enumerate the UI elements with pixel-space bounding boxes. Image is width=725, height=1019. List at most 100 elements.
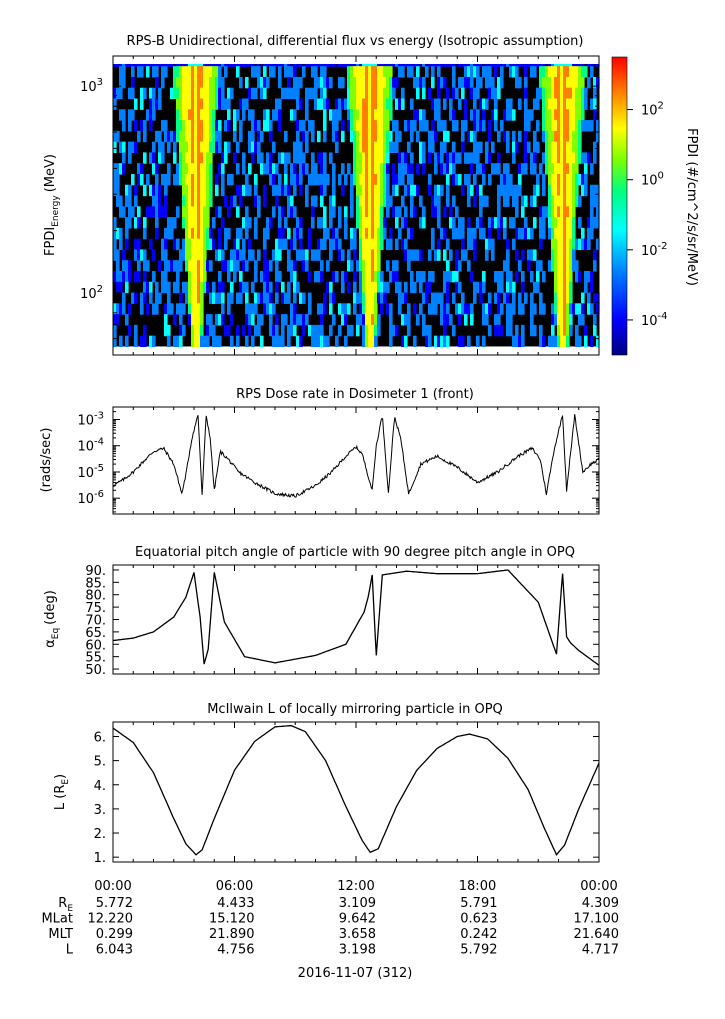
heatmap-cell <box>272 66 276 78</box>
heatmap-cell <box>338 238 342 251</box>
heatmap-cell <box>488 292 492 304</box>
heatmap-cell <box>362 173 366 186</box>
heatmap-cell <box>476 87 480 100</box>
heatmap-cell <box>515 64 519 67</box>
heatmap-cell <box>350 64 354 67</box>
heatmap-cell <box>257 195 261 207</box>
heatmap-cell <box>398 281 402 294</box>
heatmap-cell <box>221 249 225 261</box>
heatmap-cell <box>182 141 186 154</box>
heatmap-cell <box>197 120 201 132</box>
heatmap-cell <box>572 66 576 78</box>
mcilwain-l-y-label: L (RE) <box>53 774 71 810</box>
heatmap-cell <box>464 66 468 78</box>
heatmap-cell <box>218 163 222 175</box>
heatmap-cell <box>134 292 138 304</box>
heatmap-cell <box>566 227 570 240</box>
time-tick-label: 18:00 <box>459 879 496 894</box>
heatmap-cell <box>341 303 345 315</box>
heatmap-cell <box>296 120 300 132</box>
heatmap-cell <box>434 163 438 175</box>
heatmap-cell <box>143 324 147 337</box>
heatmap-cell <box>422 120 426 132</box>
heatmap-cell <box>470 184 474 197</box>
heatmap-cell <box>296 141 300 154</box>
heatmap-cell <box>125 270 129 283</box>
heatmap-cell <box>500 76 504 89</box>
heatmap-cell <box>365 206 369 218</box>
heatmap-cell <box>575 76 579 89</box>
heatmap-cell <box>368 109 372 121</box>
heatmap-cell <box>362 163 366 175</box>
heatmap-cell <box>446 238 450 251</box>
heatmap-cell <box>356 206 360 218</box>
heatmap-cell <box>542 152 546 164</box>
heatmap-cell <box>437 120 441 132</box>
heatmap-cell <box>539 64 543 67</box>
heatmap-cell <box>359 195 363 207</box>
heatmap-cell <box>380 303 384 315</box>
heatmap-cell <box>512 335 516 348</box>
heatmap-cell <box>233 270 237 283</box>
heatmap-cell <box>524 227 528 240</box>
heatmap-cell <box>440 227 444 240</box>
heatmap-cell <box>386 152 390 164</box>
heatmap-cell <box>293 163 297 175</box>
ephemeris-value: 3.109 <box>339 896 376 911</box>
heatmap-cell <box>413 249 417 261</box>
heatmap-cell <box>542 303 546 315</box>
heatmap-cell <box>578 152 582 164</box>
heatmap-cell <box>269 163 273 175</box>
heatmap-cell <box>431 195 435 207</box>
heatmap-cell <box>173 76 177 89</box>
heatmap-cell <box>452 292 456 304</box>
heatmap-cell <box>242 324 246 337</box>
heatmap-cell <box>305 195 309 207</box>
heatmap-cell <box>404 184 408 197</box>
heatmap-cell <box>197 281 201 294</box>
heatmap-cell <box>371 227 375 240</box>
heatmap-cell <box>371 270 375 283</box>
heatmap-cell <box>371 206 375 218</box>
heatmap-cell <box>281 184 285 197</box>
heatmap-cell <box>242 238 246 251</box>
heatmap-cell <box>197 260 201 272</box>
heatmap-cell <box>428 249 432 261</box>
heatmap-cell <box>578 64 582 67</box>
heatmap-cell <box>458 76 462 89</box>
heatmap-cell <box>284 292 288 304</box>
heatmap-cell <box>443 98 447 110</box>
heatmap-cell <box>584 173 588 186</box>
heatmap-cell <box>293 324 297 337</box>
heatmap-cell <box>422 87 426 100</box>
heatmap-cell <box>377 120 381 132</box>
heatmap-cell <box>137 66 141 78</box>
heatmap-cell <box>401 217 405 229</box>
heatmap-cell <box>284 163 288 175</box>
heatmap-cell <box>422 292 426 304</box>
heatmap-cell <box>515 141 519 154</box>
heatmap-cell <box>191 217 195 229</box>
heatmap-cell <box>506 130 510 143</box>
heatmap-cell <box>380 130 384 143</box>
heatmap-cell <box>362 152 366 164</box>
heatmap-cell <box>431 206 435 218</box>
heatmap-cell <box>581 314 585 326</box>
heatmap-cell <box>338 206 342 218</box>
heatmap-cell <box>503 217 507 229</box>
heatmap-cell <box>203 270 207 283</box>
heatmap-cell <box>392 184 396 197</box>
heatmap-cell <box>455 152 459 164</box>
heatmap-cell <box>197 303 201 315</box>
heatmap-cell <box>272 163 276 175</box>
heatmap-cell <box>179 64 183 67</box>
heatmap-cell <box>323 217 327 229</box>
heatmap-cell <box>206 98 210 110</box>
heatmap-cell <box>392 173 396 186</box>
heatmap-cell <box>155 227 159 240</box>
colorbar <box>611 56 628 356</box>
heatmap-cell <box>206 163 210 175</box>
heatmap-cell <box>371 98 375 110</box>
heatmap-cell <box>209 64 213 67</box>
heatmap-cell <box>431 120 435 132</box>
